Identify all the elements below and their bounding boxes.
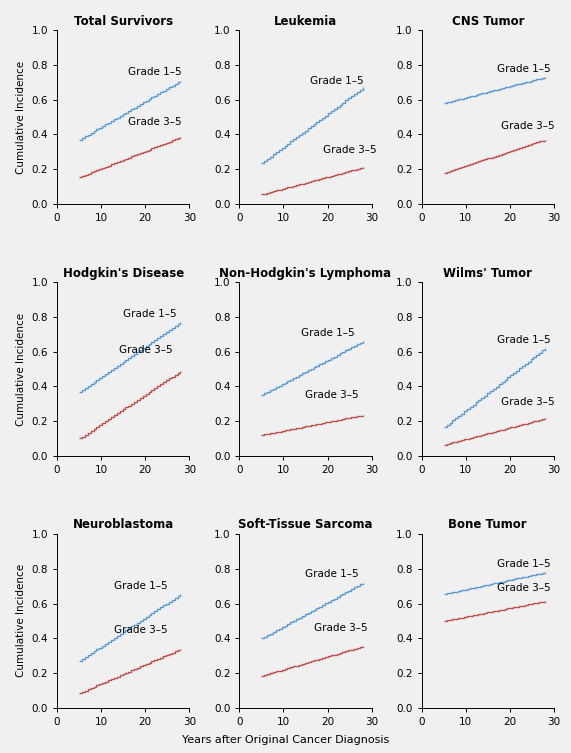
Text: Grade 1–5: Grade 1–5 <box>497 559 550 569</box>
Y-axis label: Cumulative Incidence: Cumulative Incidence <box>16 312 26 425</box>
Y-axis label: Cumulative Incidence: Cumulative Incidence <box>16 60 26 174</box>
Text: Grade 1–5: Grade 1–5 <box>305 569 359 579</box>
Text: Years after Original Cancer Diagnosis: Years after Original Cancer Diagnosis <box>182 736 389 745</box>
Text: Grade 3–5: Grade 3–5 <box>127 117 181 127</box>
Text: Grade 1–5: Grade 1–5 <box>114 581 168 591</box>
Title: Soft-Tissue Sarcoma: Soft-Tissue Sarcoma <box>238 519 373 532</box>
Text: Grade 3–5: Grade 3–5 <box>501 121 554 131</box>
Title: CNS Tumor: CNS Tumor <box>452 14 524 28</box>
Text: Grade 1–5: Grade 1–5 <box>310 76 364 86</box>
Title: Non-Hodgkin's Lymphoma: Non-Hodgkin's Lymphoma <box>219 267 392 279</box>
Text: Grade 3–5: Grade 3–5 <box>314 623 368 633</box>
Text: Grade 1–5: Grade 1–5 <box>127 67 181 77</box>
Text: Grade 3–5: Grade 3–5 <box>114 625 168 635</box>
Text: Grade 3–5: Grade 3–5 <box>305 390 359 401</box>
Text: Grade 1–5: Grade 1–5 <box>123 309 177 319</box>
Title: Leukemia: Leukemia <box>274 14 337 28</box>
Title: Wilms' Tumor: Wilms' Tumor <box>443 267 532 279</box>
Text: Grade 1–5: Grade 1–5 <box>497 63 550 74</box>
Text: Grade 1–5: Grade 1–5 <box>497 334 550 345</box>
Title: Bone Tumor: Bone Tumor <box>448 519 527 532</box>
Text: Grade 3–5: Grade 3–5 <box>323 145 377 155</box>
Title: Neuroblastoma: Neuroblastoma <box>73 519 174 532</box>
Y-axis label: Cumulative Incidence: Cumulative Incidence <box>16 564 26 678</box>
Title: Hodgkin's Disease: Hodgkin's Disease <box>63 267 184 279</box>
Text: Grade 3–5: Grade 3–5 <box>501 397 554 407</box>
Text: Grade 3–5: Grade 3–5 <box>119 345 172 355</box>
Text: Grade 3–5: Grade 3–5 <box>497 583 550 593</box>
Title: Total Survivors: Total Survivors <box>74 14 172 28</box>
Text: Grade 1–5: Grade 1–5 <box>301 328 355 337</box>
